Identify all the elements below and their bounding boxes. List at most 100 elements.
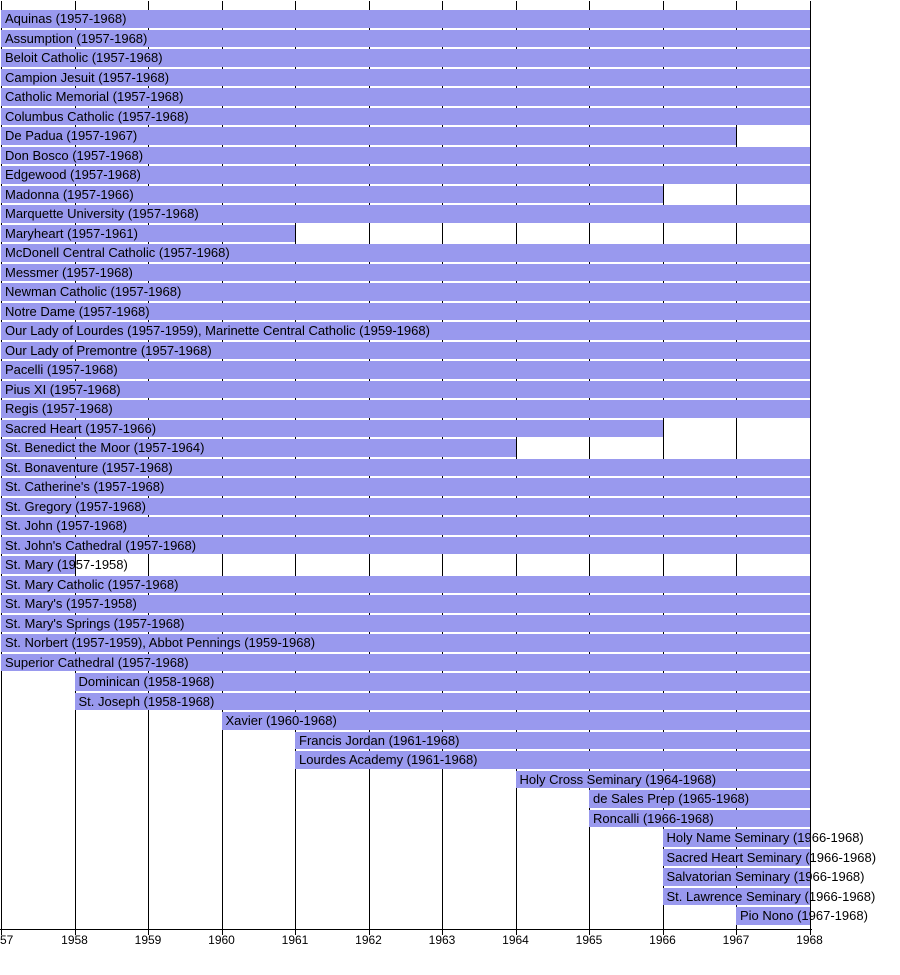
timeline-bar: Roncalli (1966-1968): [589, 809, 810, 827]
axis-tick: [662, 930, 664, 935]
axis-tick: [736, 930, 737, 935]
bar-label: St. Bonaventure (1957-1968): [5, 459, 173, 475]
bar-label: St. Mary's (1957-1958): [5, 596, 137, 611]
timeline-bar: Sacred Heart Seminary (1966-1968): [662, 848, 876, 866]
axis-tick: [148, 930, 149, 935]
bar-label: St. Gregory (1957-1968): [5, 498, 146, 514]
bar-label: Xavier (1960-1968): [225, 713, 337, 728]
bar-label: Salvatorian Seminary (1966-1968): [666, 869, 865, 884]
timeline-bar: Salvatorian Seminary (1966-1968): [662, 868, 865, 886]
bar-label: Holy Name Seminary (1966-1968): [666, 830, 864, 845]
bar-label: St. Catherine's (1957-1968): [5, 479, 165, 494]
axis-tick: [442, 930, 443, 935]
axis-tick: [221, 930, 223, 935]
timeline-bar: De Padua (1957-1967): [1, 127, 736, 145]
bar-label: Sacred Heart (1957-1966): [5, 420, 157, 436]
bar-label: St. Norbert (1957-1959), Abbot Pennings …: [5, 635, 316, 650]
bar-label: Assumption (1957-1968): [5, 30, 148, 46]
timeline-bar: Holy Cross Seminary (1964-1968): [515, 770, 810, 788]
axis-tick: [74, 930, 76, 935]
timeline-bar: St. Gregory (1957-1968): [1, 497, 810, 515]
axis-tick: [1, 930, 2, 935]
timeline-bar: St. Mary's (1957-1958): [1, 595, 810, 613]
timeline-bar: St. Lawrence Seminary (1966-1968): [662, 887, 875, 905]
timeline-bar: Assumption (1957-1968): [1, 29, 810, 47]
timeline-bar: Xavier (1960-1968): [221, 712, 810, 730]
bar-label: Campion Jesuit (1957-1968): [5, 69, 170, 85]
bar-label: Beloit Catholic (1957-1968): [5, 50, 163, 65]
bar-label: Messmer (1957-1968): [5, 264, 133, 280]
bar-label: Catholic Memorial (1957-1968): [5, 89, 184, 104]
axis-tick-label: 1961: [281, 933, 309, 947]
bar-label: Newman Catholic (1957-1968): [5, 284, 182, 299]
timeline-bar: Marquette University (1957-1968): [1, 205, 810, 223]
timeline-bar: St. Benedict the Moor (1957-1964): [1, 439, 516, 457]
bar-label: Roncalli (1966-1968): [593, 810, 714, 826]
axis-tick: [295, 930, 296, 935]
timeline-bar: Campion Jesuit (1957-1968): [1, 68, 810, 86]
timeline-bar: St. Bonaventure (1957-1968): [1, 458, 810, 476]
timeline-bar: St. Catherine's (1957-1968): [1, 478, 810, 496]
timeline-bar: Our Lady of Lourdes (1957-1959), Marinet…: [1, 322, 810, 340]
bar-label: St. John (1957-1968): [5, 518, 128, 533]
bar-label: St. Mary's Springs (1957-1968): [5, 615, 185, 631]
timeline-bar: St. Mary's Springs (1957-1968): [1, 614, 810, 632]
bar-label: de Sales Prep (1965-1968): [593, 791, 750, 806]
timeline-bar: Sacred Heart (1957-1966): [1, 419, 663, 437]
bar-label: St. Joseph (1958-1968): [78, 693, 215, 709]
axis-tick-label: 1968: [796, 933, 823, 947]
axis-tick-label: 1966: [649, 933, 676, 947]
timeline-bar: Lourdes Academy (1961-1968): [295, 751, 810, 769]
timeline-bar: Regis (1957-1968): [1, 400, 810, 418]
timeline-bar: St. Mary Catholic (1957-1968): [1, 575, 810, 593]
axis-tick-label: 1962: [355, 933, 382, 947]
timeline-bar: St. Norbert (1957-1959), Abbot Pennings …: [1, 634, 810, 652]
timeline-bar: Superior Cathedral (1957-1968): [1, 653, 810, 671]
timeline-bar: St. John (1957-1968): [1, 517, 810, 535]
timeline-bar: Pius XI (1957-1968): [1, 380, 810, 398]
axis-line: [0, 929, 812, 930]
timeline-bar: Messmer (1957-1968): [1, 263, 810, 281]
timeline-bar: Notre Dame (1957-1968): [1, 302, 810, 320]
bar-label: Maryheart (1957-1961): [5, 225, 138, 241]
bar-label: St. John's Cathedral (1957-1968): [5, 537, 197, 553]
bar-label: Pacelli (1957-1968): [5, 362, 118, 377]
bar-label: St. Benedict the Moor (1957-1964): [5, 440, 205, 455]
axis-tick: [589, 930, 590, 935]
bar-label: Notre Dame (1957-1968): [5, 303, 150, 319]
axis-tick: [368, 930, 370, 935]
bar-label: St. Mary Catholic (1957-1968): [5, 576, 179, 592]
timeline-bar: Beloit Catholic (1957-1968): [1, 49, 810, 67]
bar-label: Holy Cross Seminary (1964-1968): [519, 771, 717, 787]
timeline-bar: St. John's Cathedral (1957-1968): [1, 536, 810, 554]
bar-label: Lourdes Academy (1961-1968): [299, 752, 478, 767]
timeline-bar: Pio Nono (1967-1968): [736, 907, 868, 925]
axis-tick: [515, 930, 517, 935]
bar-label: Sacred Heart Seminary (1966-1968): [666, 849, 877, 865]
timeline-bar: Don Bosco (1957-1968): [1, 146, 810, 164]
timeline-bar: Pacelli (1957-1968): [1, 361, 810, 379]
axis-tick-label: 1958: [61, 933, 88, 947]
timeline-bar: Madonna (1957-1966): [1, 185, 663, 203]
axis-tick-label: 1967: [722, 933, 750, 947]
bar-label: De Padua (1957-1967): [5, 128, 138, 143]
timeline-bar: Maryheart (1957-1961): [1, 224, 295, 242]
axis-tick-label: 1965: [575, 933, 603, 947]
timeline-bar: Dominican (1958-1968): [74, 673, 810, 691]
bar-label: Edgewood (1957-1968): [5, 167, 141, 182]
bar-label: St. Lawrence Seminary (1966-1968): [666, 888, 876, 904]
bar-label: Madonna (1957-1966): [5, 186, 134, 202]
bar-label: Aquinas (1957-1968): [5, 11, 127, 26]
bar-label: Dominican (1958-1968): [78, 674, 215, 689]
timeline-bar: Holy Name Seminary (1966-1968): [662, 829, 864, 847]
timeline-bar: Aquinas (1957-1968): [1, 10, 810, 28]
gridline: [809, 1, 811, 929]
bar-label: Marquette University (1957-1968): [5, 206, 199, 221]
bar-label: Our Lady of Lourdes (1957-1959), Marinet…: [5, 323, 430, 338]
bar-label: Pio Nono (1967-1968): [740, 908, 868, 923]
axis-tick: [809, 930, 811, 935]
axis-tick-label: 1964: [502, 933, 529, 947]
bar-label: St. Mary (1957-1958): [5, 557, 128, 572]
